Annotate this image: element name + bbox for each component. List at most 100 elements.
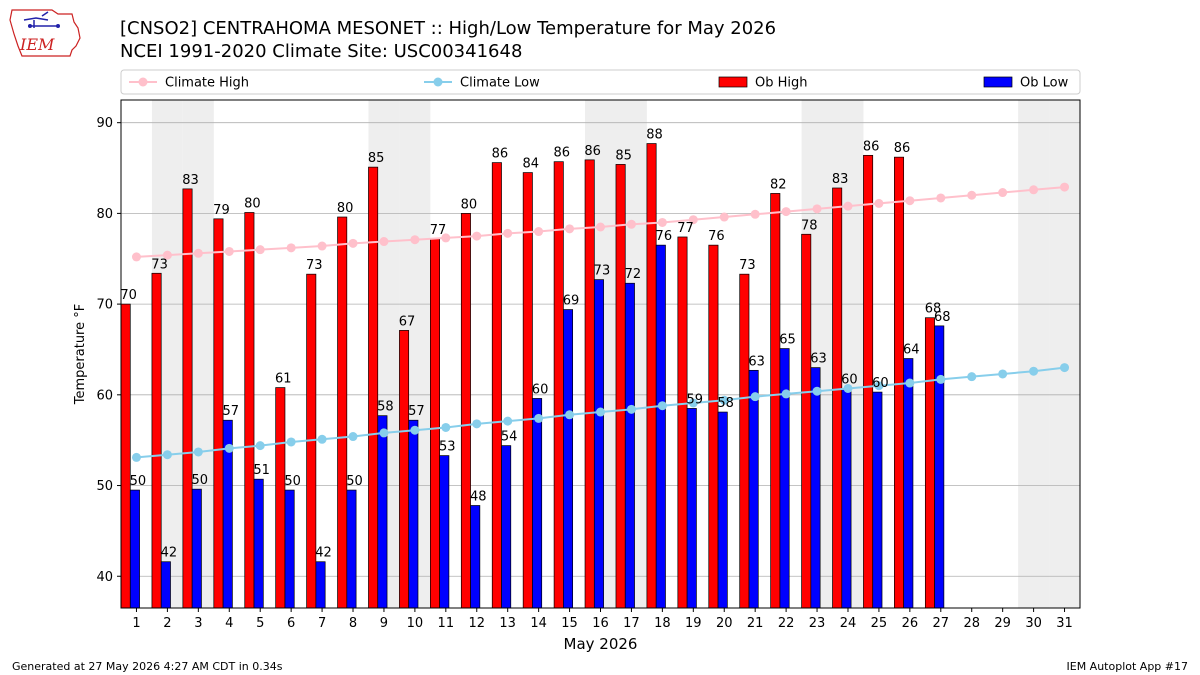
iem-logo-text: IEM [19, 35, 55, 54]
x-tick-label-22: 22 [778, 616, 795, 631]
ob-high-bar-day-1 [120, 303, 131, 609]
y-tick-label-50: 50 [96, 479, 113, 494]
ob-low-bar-day-19 [686, 408, 697, 609]
ob-low-label-day-7: 42 [315, 546, 332, 561]
ob-high-label-day-4: 79 [213, 203, 230, 218]
ob-low-label-day-1: 50 [130, 474, 147, 489]
ob-low-label-day-2: 42 [161, 546, 178, 561]
ob-high-label-day-21: 73 [739, 258, 756, 273]
ob-high-label-day-24: 83 [832, 172, 849, 187]
ob-low-label-day-13: 54 [501, 430, 518, 445]
legend-ob-low-swatch [983, 76, 1013, 88]
x-tick-label-31: 31 [1056, 616, 1073, 631]
ob-low-label-day-16: 73 [594, 264, 611, 279]
x-tick-label-7: 7 [318, 616, 326, 631]
climate-high-point-day-5 [255, 245, 265, 255]
iem-logo: IEM [9, 9, 81, 57]
ob-high-label-day-3: 83 [182, 173, 199, 188]
generated-footer: Generated at 27 May 2026 4:27 AM CDT in … [12, 660, 283, 673]
climate-low-point-day-13 [503, 416, 513, 426]
ob-low-label-day-11: 53 [439, 440, 456, 455]
climate-high-point-day-28 [967, 190, 977, 200]
climate-low-point-day-17 [626, 404, 636, 414]
ob-high-label-day-18: 88 [646, 128, 663, 143]
ob-low-label-day-14: 60 [532, 382, 549, 397]
ob-low-label-day-12: 48 [470, 489, 487, 504]
ob-high-label-day-19: 77 [677, 221, 694, 236]
ob-high-bar-day-3 [182, 188, 193, 609]
climate-low-point-day-16 [596, 407, 605, 417]
ob-high-bar-day-20 [708, 244, 719, 609]
x-tick-label-11: 11 [438, 616, 455, 631]
ob-low-bar-day-11 [439, 455, 450, 609]
legend-climate-high-label: Climate High [165, 76, 249, 91]
climate-low-point-day-26 [905, 378, 915, 388]
climate-lines [131, 182, 1070, 462]
climate-low-point-day-6 [286, 437, 296, 447]
ob-high-bar-day-26 [894, 156, 905, 609]
x-tick-label-12: 12 [468, 616, 485, 631]
chart-subtitle: NCEI 1991-2020 Climate Site: USC00341648 [120, 41, 523, 62]
ob-low-label-day-19: 59 [686, 392, 703, 407]
climate-high-point-day-30 [1029, 185, 1039, 195]
app-footer: IEM Autoplot App #17 [1066, 660, 1189, 673]
legend-ob-high-swatch [718, 76, 748, 88]
climate-low-point-day-21 [750, 392, 760, 402]
ob-high-bar-day-19 [677, 236, 688, 609]
climate-high-point-day-23 [812, 204, 822, 214]
ob-low-label-day-21: 63 [748, 354, 765, 369]
x-axis-label: May 2026 [564, 635, 638, 653]
ob-low-label-day-6: 50 [284, 474, 301, 489]
climate-high-point-day-29 [998, 188, 1008, 198]
ob-low-bar-day-7 [315, 561, 326, 609]
x-tick-label-28: 28 [963, 616, 980, 631]
ob-low-bar-day-14 [532, 398, 543, 609]
ob-low-bar-day-23 [810, 367, 821, 609]
x-tick-label-27: 27 [933, 616, 950, 631]
y-tick-label-40: 40 [96, 570, 113, 585]
ob-low-bar-day-2 [160, 561, 171, 609]
climate-low-point-day-31 [1060, 363, 1070, 373]
y-axis-label: Temperature °F [73, 304, 88, 405]
ob-high-bar-day-21 [739, 273, 750, 609]
ob-low-bar-day-25 [872, 391, 883, 609]
ob-high-label-day-11: 77 [430, 223, 447, 238]
ob-high-bar-day-18 [646, 143, 657, 609]
y-tick-label-60: 60 [96, 388, 113, 403]
ob-high-bar-day-24 [832, 187, 843, 609]
x-tick-label-19: 19 [685, 616, 702, 631]
climate-high-point-day-22 [781, 207, 791, 217]
x-tick-label-29: 29 [994, 616, 1011, 631]
climate-low-point-day-30 [1029, 366, 1039, 376]
ob-low-bar-day-17 [624, 282, 635, 609]
x-tick-label-3: 3 [194, 616, 202, 631]
ob-low-label-day-4: 57 [222, 404, 239, 419]
ob-low-bar-day-12 [470, 505, 481, 609]
chart-title: [CNSO2] CENTRAHOMA MESONET :: High/Low T… [120, 18, 777, 39]
ob-high-bar-day-17 [615, 164, 626, 609]
x-tick-label-14: 14 [530, 616, 547, 631]
legend-climate-low-label: Climate Low [460, 76, 540, 91]
climate-high-point-day-10 [410, 235, 420, 245]
x-tick-label-17: 17 [623, 616, 640, 631]
climate-low-point-day-19 [688, 398, 698, 408]
ob-low-label-day-20: 58 [717, 396, 734, 411]
ob-low-label-day-8: 50 [346, 474, 363, 489]
climate-low-point-day-2 [162, 450, 172, 460]
ob-high-label-day-7: 73 [306, 258, 323, 273]
climate-low-point-day-22 [781, 389, 791, 399]
weekend-shade-day-30 [1018, 100, 1050, 608]
bars [120, 143, 945, 609]
x-tick-label-5: 5 [256, 616, 264, 631]
y-tick-label-70: 70 [96, 298, 113, 313]
climate-low-point-day-9 [379, 428, 389, 438]
ob-low-bar-day-1 [129, 489, 140, 609]
ob-high-bar-day-9 [368, 166, 379, 609]
ob-low-bar-day-6 [284, 489, 295, 609]
climate-high-point-day-9 [379, 237, 389, 247]
ob-high-bar-day-22 [770, 193, 781, 609]
ob-high-label-day-13: 86 [492, 147, 509, 162]
y-tick-label-90: 90 [96, 116, 113, 131]
ob-low-bar-day-5 [253, 478, 264, 609]
